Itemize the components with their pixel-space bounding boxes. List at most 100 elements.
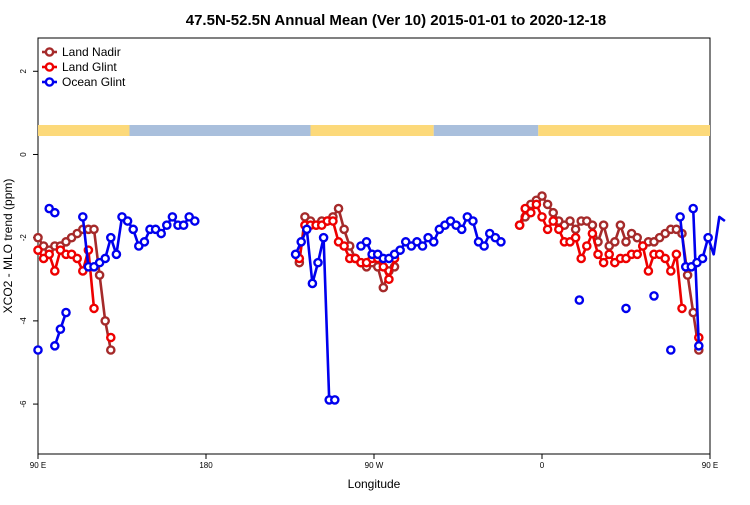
chart-title: 47.5N-52.5N Annual Mean (Ver 10) 2015-01…	[186, 12, 606, 29]
data-point-land-nadir	[587, 220, 598, 230]
data-point-land-nadir	[621, 237, 631, 247]
data-point-land-glint	[666, 266, 676, 276]
data-point-ocean-glint	[290, 249, 301, 260]
data-point-ocean-glint	[675, 212, 685, 222]
x-axis: 90 E 180 90 W 0 90 E	[30, 454, 718, 470]
data-point-land-glint	[106, 332, 116, 343]
data-point-land-nadir	[333, 203, 344, 214]
data-point-ocean-glint	[156, 228, 166, 239]
data-point-land-glint	[604, 249, 615, 260]
data-point-land-glint	[593, 249, 603, 260]
data-point-ocean-glint	[128, 224, 138, 235]
data-point-land-glint	[384, 274, 394, 285]
data-point-land-glint	[576, 253, 587, 264]
data-point-land-nadir	[94, 270, 105, 280]
data-point-ocean-glint	[50, 207, 60, 218]
data-point-land-nadir	[565, 216, 575, 226]
data-point-ocean-glint	[649, 291, 659, 301]
data-point-ocean-glint	[468, 216, 478, 226]
data-point-ocean-glint	[100, 253, 110, 264]
data-point-land-glint	[328, 216, 338, 226]
data-point-ocean-glint	[703, 232, 713, 243]
data-point-land-glint	[548, 216, 559, 226]
data-point-ocean-glint	[428, 237, 439, 247]
data-point-ocean-glint	[318, 232, 329, 243]
series-land-nadir	[33, 191, 704, 355]
data-point-land-nadir	[33, 232, 43, 243]
data-point-ocean-glint	[479, 241, 489, 251]
data-point-ocean-glint	[296, 237, 307, 247]
data-point-ocean-glint	[78, 212, 88, 222]
data-point-land-glint	[378, 261, 389, 272]
data-point-ocean-glint	[361, 237, 372, 247]
data-point-land-nadir	[682, 270, 693, 280]
data-point-land-glint	[339, 241, 349, 251]
data-point-ocean-glint	[313, 257, 323, 268]
data-point-ocean-glint	[55, 324, 66, 335]
land-segment	[310, 125, 434, 136]
legend-label-land-glint: Land Glint	[62, 60, 117, 74]
data-point-ocean-glint	[50, 341, 60, 351]
data-point-land-nadir	[106, 345, 116, 355]
legend-marker-ocean-glint	[44, 77, 55, 87]
x-axis-label: Longitude	[348, 477, 401, 491]
data-point-ocean-glint	[417, 241, 428, 251]
data-point-ocean-glint	[666, 345, 676, 355]
data-point-land-glint	[526, 207, 536, 218]
data-point-land-nadir	[339, 224, 349, 235]
series-ocean-glint	[33, 203, 726, 405]
legend-marker-land-glint	[44, 62, 55, 72]
data-point-ocean-glint	[301, 224, 312, 235]
data-point-land-glint	[50, 266, 60, 276]
data-point-ocean-glint	[111, 249, 122, 260]
series-line-ocean-glint	[691, 208, 701, 346]
y-tick-label: 2	[19, 69, 28, 74]
data-point-land-glint	[632, 249, 643, 260]
data-point-land-glint	[542, 224, 553, 235]
data-point-land-nadir	[598, 220, 609, 230]
data-point-land-nadir	[610, 237, 620, 247]
data-point-ocean-glint	[697, 253, 708, 264]
data-point-land-nadir	[537, 191, 547, 201]
legend-marker-land-nadir	[44, 47, 55, 57]
data-point-land-nadir	[570, 224, 581, 235]
data-point-land-glint	[643, 266, 654, 276]
data-point-ocean-glint	[694, 341, 704, 351]
land-segment	[38, 125, 130, 136]
data-point-land-glint	[671, 249, 682, 260]
data-point-ocean-glint	[395, 245, 405, 255]
data-point-land-glint	[33, 245, 43, 255]
x-tick-label: 180	[199, 461, 213, 470]
data-point-ocean-glint	[307, 278, 318, 289]
data-point-land-glint	[598, 257, 609, 268]
y-tick-label: -6	[19, 400, 28, 408]
x-tick-label: 90 E	[702, 461, 718, 470]
land-ocean-bar	[38, 125, 710, 136]
data-point-land-glint	[660, 253, 671, 264]
y-axis-label: XCO2 - MLO trend (ppm)	[1, 179, 15, 314]
data-point-land-nadir	[548, 207, 559, 218]
data-point-land-glint	[638, 241, 648, 251]
series-land-glint	[33, 199, 704, 343]
data-point-ocean-glint	[61, 307, 71, 318]
data-point-ocean-glint	[574, 295, 585, 305]
x-tick-label: 0	[540, 461, 545, 470]
data-point-land-glint	[44, 249, 55, 260]
x-tick-label: 90 E	[30, 461, 46, 470]
data-point-ocean-glint	[496, 237, 506, 247]
data-point-land-glint	[570, 232, 581, 243]
data-point-land-glint	[677, 303, 687, 314]
y-tick-label: -2	[19, 234, 28, 242]
data-point-ocean-glint	[456, 224, 467, 235]
data-point-land-glint	[587, 228, 598, 239]
data-point-land-glint	[72, 253, 82, 264]
data-point-ocean-glint	[621, 303, 631, 314]
data-point-land-nadir	[89, 224, 99, 235]
data-point-land-glint	[514, 220, 525, 230]
data-point-land-nadir	[615, 220, 626, 230]
series-layer	[33, 191, 726, 405]
data-point-ocean-glint	[178, 220, 189, 230]
ocean-segment	[129, 125, 311, 136]
